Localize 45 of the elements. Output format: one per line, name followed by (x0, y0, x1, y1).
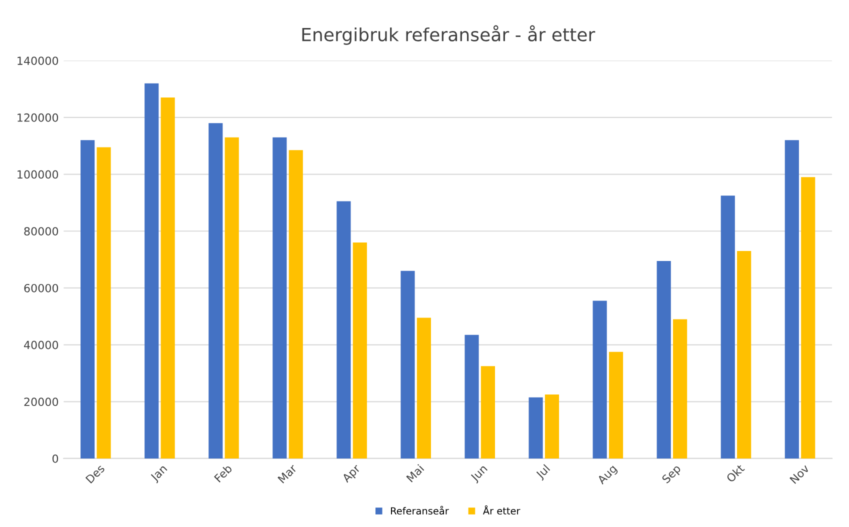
bar (96, 147, 111, 458)
bar (416, 318, 431, 458)
bar (720, 196, 735, 458)
bar (608, 352, 624, 458)
bar (272, 137, 287, 458)
bar (673, 319, 688, 458)
x-tick-label: Jan (150, 464, 169, 484)
x-tick-label: Apr (342, 464, 362, 484)
y-tick-label: 40000 (24, 340, 58, 350)
y-tick-label: 80000 (24, 227, 58, 236)
x-tick-label: Sep (661, 464, 683, 486)
bar (336, 201, 351, 458)
bar (656, 260, 671, 458)
x-tick-label: Jun (470, 464, 490, 484)
bar (288, 150, 303, 458)
x-tick-label: Jul (534, 464, 552, 481)
bar (544, 394, 560, 458)
x-tick-label: Des (85, 464, 106, 484)
y-tick-label: 20000 (24, 398, 58, 406)
bar (464, 334, 479, 458)
y-tick-label: 100000 (18, 170, 58, 179)
bar (80, 140, 95, 458)
y-tick-label: 120000 (18, 113, 58, 122)
bar (592, 300, 607, 458)
chart-title: Energibruk referanseår - år etter (302, 25, 596, 45)
bar (400, 270, 415, 458)
bar (784, 140, 799, 458)
bar (528, 397, 543, 458)
x-tick-label: Feb (214, 464, 233, 483)
bar (352, 242, 367, 458)
bar (480, 366, 496, 458)
bar (801, 177, 816, 458)
bar (208, 123, 223, 458)
y-tick-label: 60000 (24, 284, 58, 292)
legend-label: Referanseår (391, 506, 449, 515)
bar (224, 137, 239, 458)
y-tick-label: 0 (52, 454, 58, 463)
bar (160, 98, 175, 458)
bar (737, 251, 752, 458)
x-tick-label: Mar (278, 464, 298, 484)
y-tick-label: 140000 (18, 56, 58, 65)
legend-label: År etter (482, 505, 520, 515)
x-tick-label: Mai (406, 464, 424, 482)
bar (144, 83, 159, 458)
x-tick-label: Okt (726, 464, 745, 483)
